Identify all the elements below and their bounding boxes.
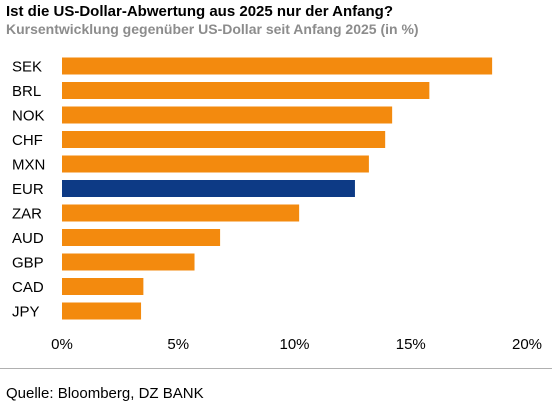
bar-zar (62, 204, 300, 222)
x-tick-label: 0% (51, 336, 73, 353)
x-tick-label: 15% (396, 336, 426, 353)
bar-chf (62, 131, 386, 148)
footer-divider (0, 368, 552, 369)
category-label-aud: AUD (12, 230, 44, 247)
bar-eur (62, 180, 355, 197)
category-label-jpy: JPY (12, 304, 40, 321)
category-label-zar: ZAR (12, 206, 42, 223)
chart-title: Ist die US-Dollar-Abwertung aus 2025 nur… (6, 3, 393, 20)
x-tick-label: 5% (167, 336, 189, 353)
x-tick-label: 10% (279, 336, 309, 353)
bar-nok (62, 106, 393, 124)
source-note: Quelle: Bloomberg, DZ BANK (6, 385, 204, 402)
category-label-mxn: MXN (12, 157, 45, 174)
bar-gbp (62, 253, 195, 271)
category-labels: SEK BRL NOK CHF MXN EUR ZAR AUD GBP CAD JPY (12, 59, 45, 321)
bar-mxn (62, 155, 369, 173)
category-label-chf: CHF (12, 132, 43, 149)
category-label-eur: EUR (12, 181, 44, 198)
bar-aud (62, 229, 221, 246)
bar-cad (62, 278, 144, 295)
category-label-gbp: GBP (12, 255, 44, 272)
bar-jpy (62, 302, 142, 320)
category-label-brl: BRL (12, 83, 41, 100)
x-tick-labels: 0% 5% 10% 15% 20% (51, 336, 542, 353)
category-label-sek: SEK (12, 59, 42, 76)
x-tick-label: 20% (512, 336, 542, 353)
bars-group (62, 57, 493, 320)
bar-brl (62, 82, 430, 99)
category-label-cad: CAD (12, 279, 44, 296)
bar-chart: SEK BRL NOK CHF MXN EUR ZAR AUD GBP CAD JPY 0% 5% 10… (12, 57, 542, 353)
category-label-nok: NOK (12, 108, 45, 125)
bar-sek (62, 57, 493, 75)
chart-subtitle: Kursentwicklung gegenüber US-Dollar seit… (6, 21, 419, 37)
